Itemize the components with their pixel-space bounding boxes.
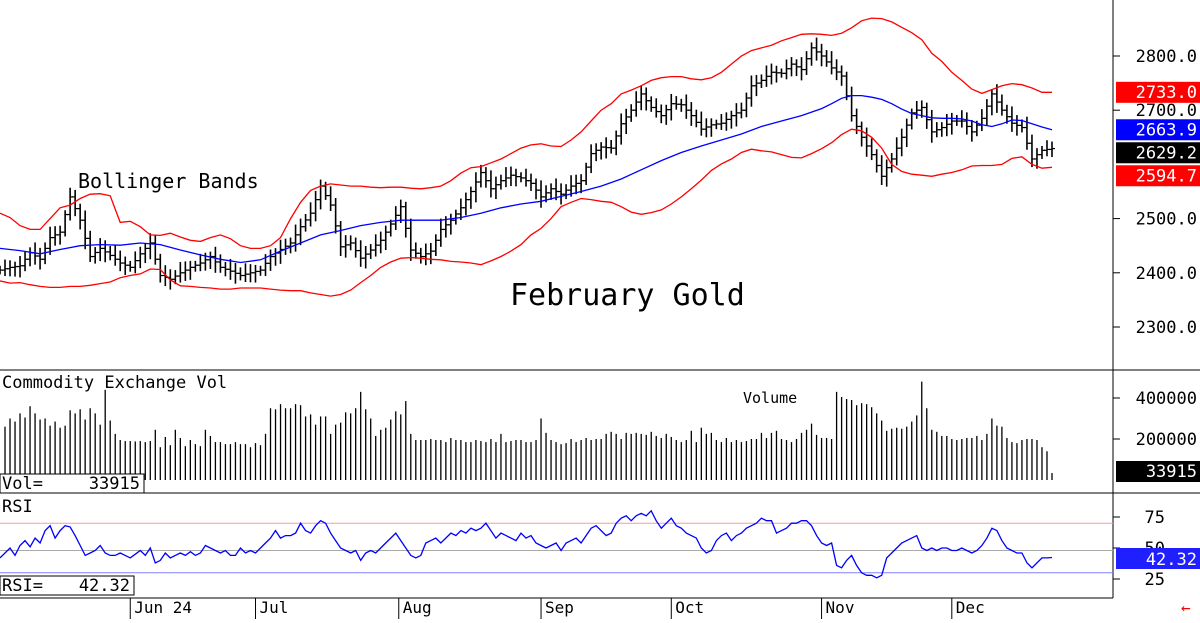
price-tick-label: 2800.0 xyxy=(1136,47,1197,67)
rsi-last-value-label: 42.32 xyxy=(1146,550,1197,570)
volume-readout-label: Vol= xyxy=(2,474,43,494)
price-last-value-tag-close xyxy=(1116,142,1200,164)
price-tick-label: 2700.0 xyxy=(1136,101,1197,121)
price-last-value-label-middle: 2663.9 xyxy=(1136,120,1197,140)
month-label: Nov xyxy=(826,598,855,617)
price-tick-label: 2400.0 xyxy=(1136,264,1197,284)
rsi-tick-label: 75 xyxy=(1145,508,1165,528)
volume-panel-title: Commodity Exchange Vol xyxy=(2,373,227,393)
rsi-last-value-tag xyxy=(1116,548,1200,569)
month-label: Jun 24 xyxy=(134,598,192,617)
rsi-readout-box xyxy=(0,575,135,596)
month-label: Oct xyxy=(675,598,704,617)
volume-bars xyxy=(4,381,1053,480)
month-axis: Jun 24 Jul Aug Sep Oct Nov Dec xyxy=(129,598,985,619)
price-panel: 2300.0 2400.0 2500.0 2700.0 2800.0 Bollinger… xyxy=(0,17,1200,338)
rsi-panel: RSI 255075 RSI= 42.32 42.32 xyxy=(0,497,1200,596)
price-last-value-tag-middle xyxy=(1116,119,1200,141)
price-last-value-label-upper: 2733.0 xyxy=(1136,83,1197,103)
rsi-line xyxy=(0,509,1053,579)
price-ohlc-bars xyxy=(0,37,1055,290)
price-tick-label: 2300.0 xyxy=(1136,318,1197,338)
volume-tick-label: 200000 xyxy=(1136,430,1197,450)
bollinger-middle-line xyxy=(0,94,1053,264)
price-last-value-tag-upper xyxy=(1116,81,1200,103)
bollinger-bands-label: Bollinger Bands xyxy=(78,169,259,193)
volume-readout-box xyxy=(0,473,145,494)
bollinger-upper-line xyxy=(0,17,1052,250)
volume-y-axis: 200000 400000 xyxy=(1113,389,1197,450)
price-tick-label: 2500.0 xyxy=(1136,210,1197,230)
volume-last-value-label: 33915 xyxy=(1146,462,1197,482)
rsi-tick-label: 25 xyxy=(1145,570,1165,590)
rsi-readout-label: RSI= xyxy=(2,576,43,596)
volume-tick-label: 400000 xyxy=(1136,389,1197,409)
volume-panel: Commodity Exchange Vol Volume 200000 4000… xyxy=(0,373,1200,494)
left-arrow-icon: ← xyxy=(1181,598,1191,617)
price-last-value-label-lower: 2594.7 xyxy=(1136,166,1197,186)
month-label: Dec xyxy=(956,598,985,617)
volume-annotation: Volume xyxy=(743,389,797,407)
price-last-value-labels: 2733.0 2663.9 2629.2 2594.7 xyxy=(1116,81,1200,187)
bollinger-lower-line xyxy=(0,128,1053,297)
chart-title: February Gold xyxy=(510,278,745,313)
price-y-axis: 2300.0 2400.0 2500.0 2700.0 2800.0 xyxy=(1113,47,1197,338)
volume-last-value-tag xyxy=(1116,461,1200,482)
month-label: Jul xyxy=(259,598,288,617)
price-last-value-tag-lower xyxy=(1116,165,1200,187)
rsi-panel-title: RSI xyxy=(2,497,33,517)
month-label: Sep xyxy=(545,598,574,617)
volume-readout-value: 33915 xyxy=(89,474,140,494)
month-label: Aug xyxy=(403,598,432,617)
rsi-readout-value: 42.32 xyxy=(79,576,130,596)
price-last-value-label-close: 2629.2 xyxy=(1136,143,1197,163)
